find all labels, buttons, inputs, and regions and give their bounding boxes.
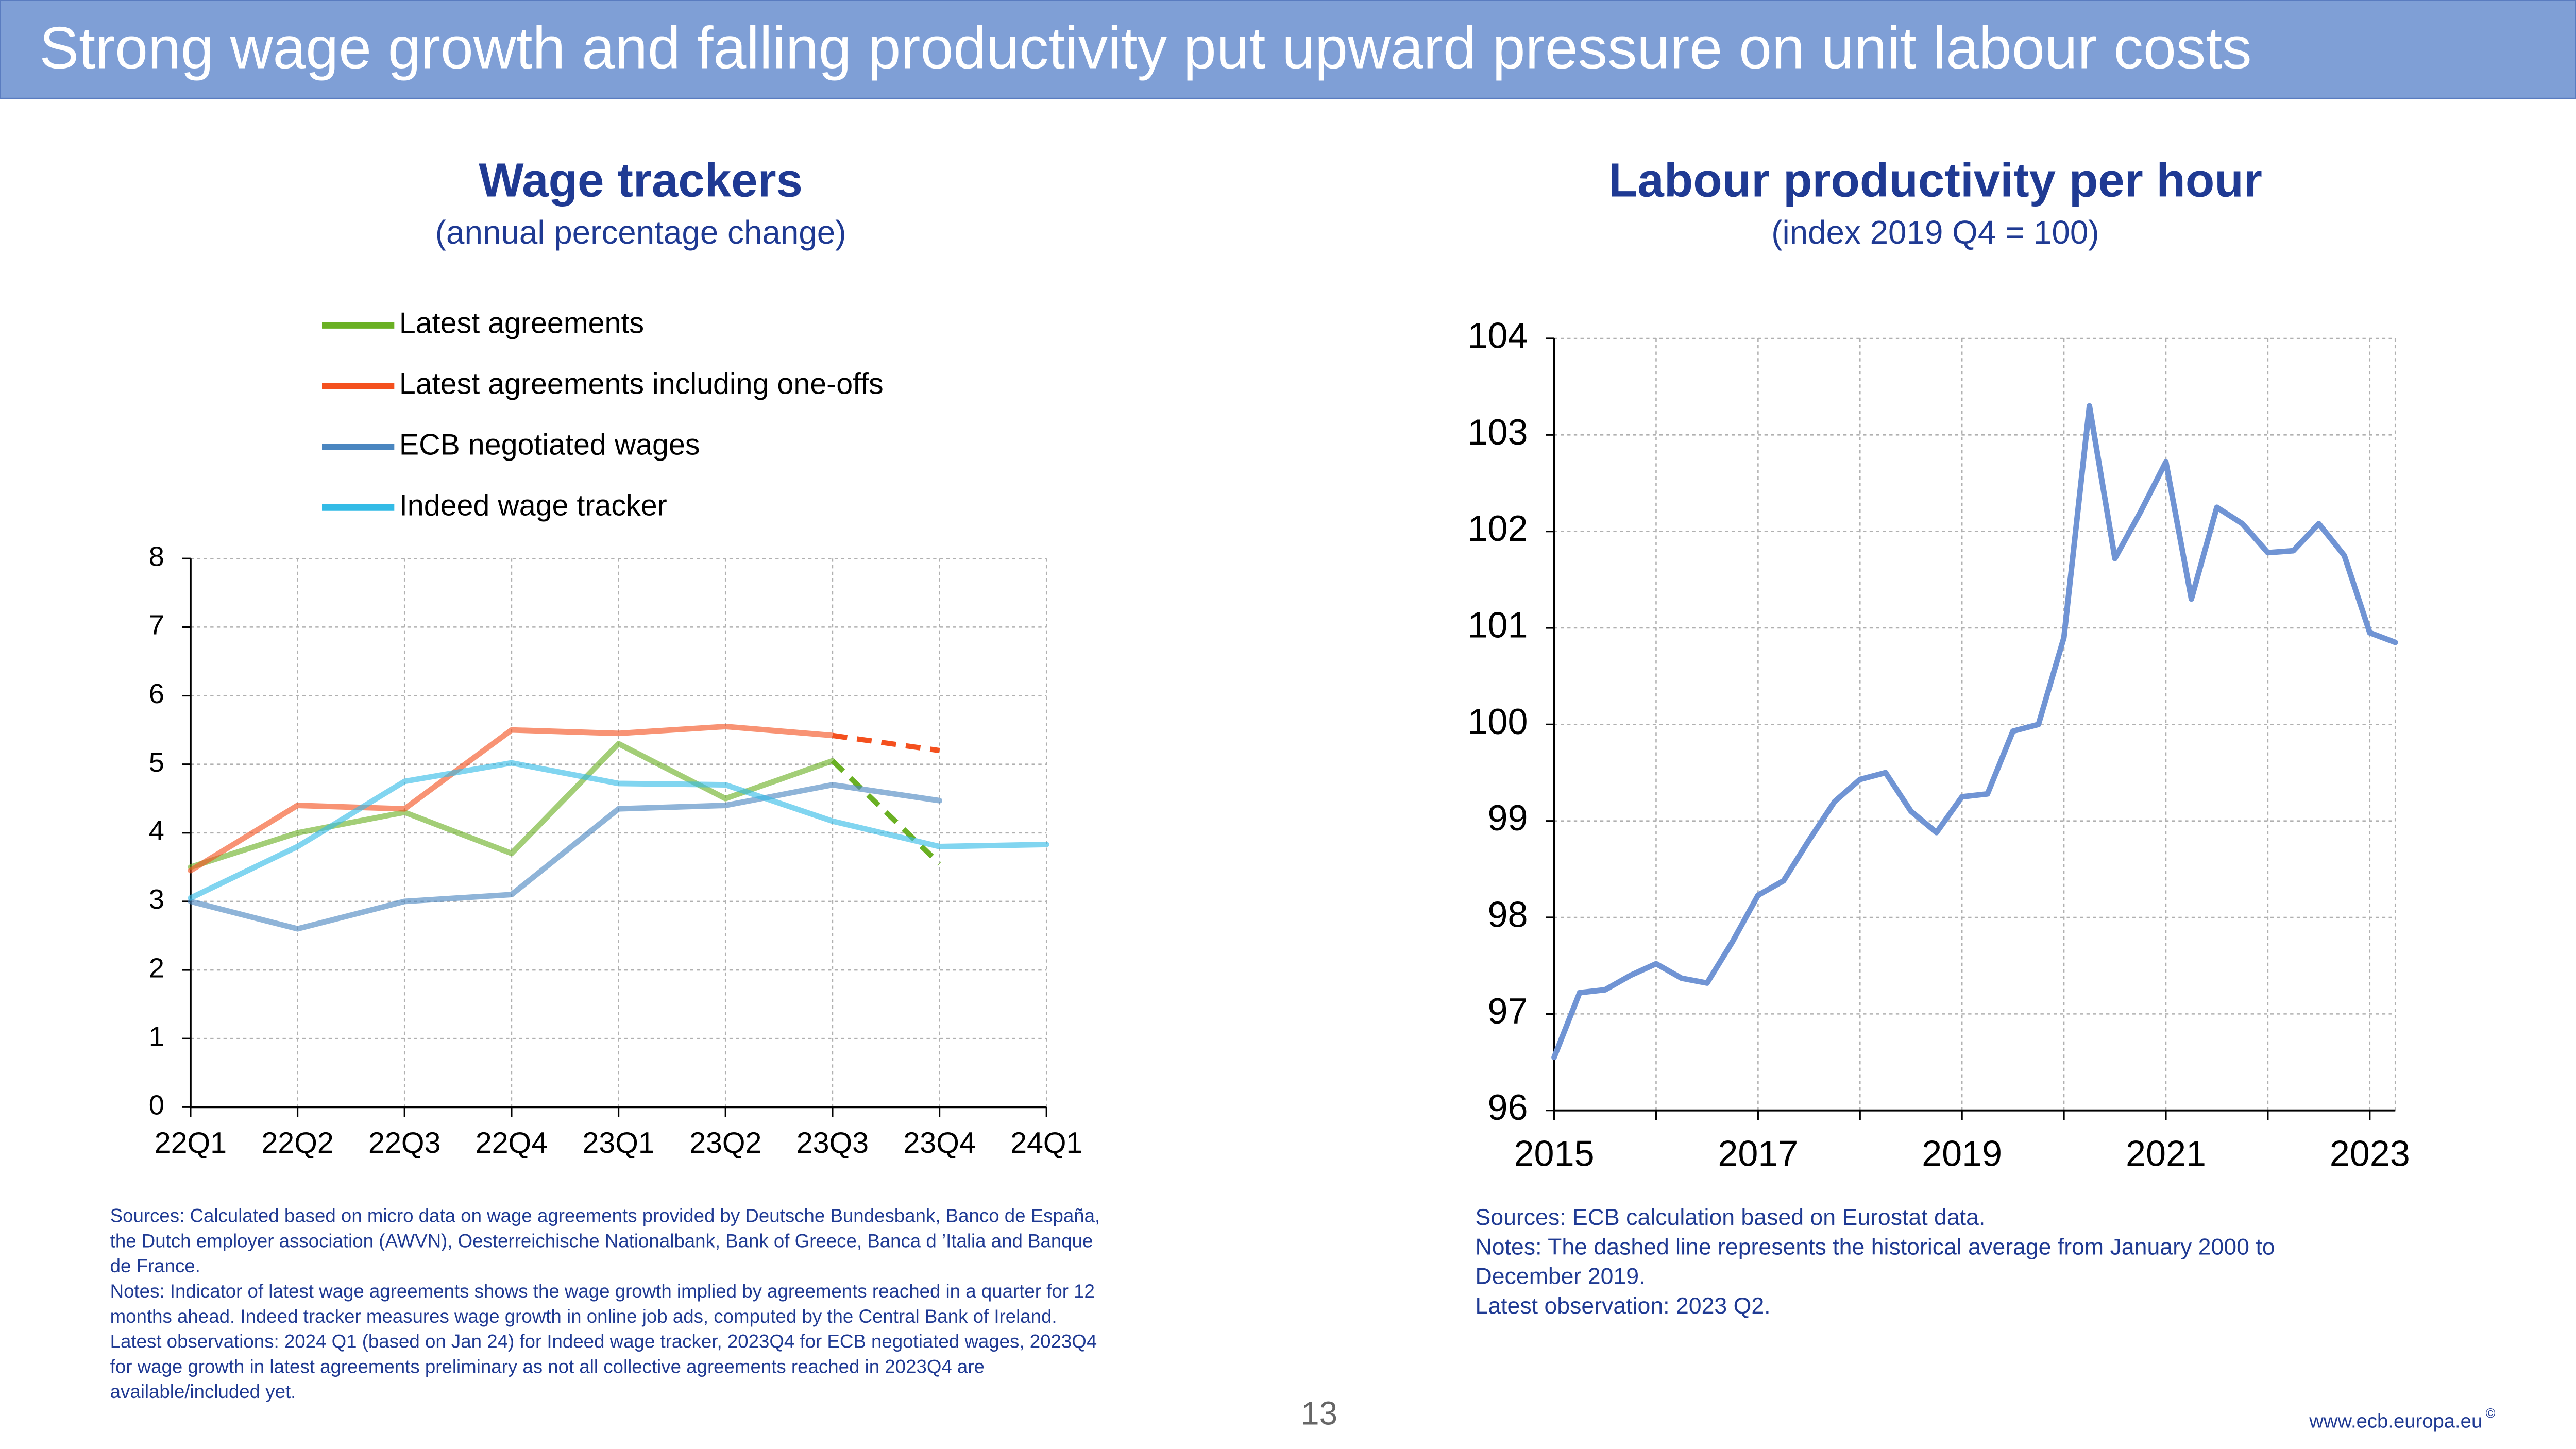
x-tick-label: 2021 (2126, 1133, 2206, 1174)
y-tick-label: 99 (1488, 797, 1528, 838)
x-tick-label: 2017 (1718, 1133, 1798, 1174)
x-tick-label: 2023 (2330, 1133, 2410, 1174)
x-tick-label: 2015 (1514, 1133, 1595, 1174)
page-number: 13 (1301, 1395, 1337, 1432)
chart-title: Labour productivity per hour (1608, 154, 2262, 207)
x-tick-label: 22Q2 (261, 1127, 333, 1160)
x-tick-label: 23Q4 (903, 1127, 975, 1160)
chart-title: Wage trackers (479, 154, 803, 207)
y-tick-label: 100 (1468, 701, 1528, 742)
chart-note: Sources: Calculated based on micro data … (110, 1205, 1100, 1226)
y-tick-label: 101 (1468, 605, 1528, 645)
y-tick-label: 96 (1488, 1087, 1528, 1128)
chart-note: available/included yet. (110, 1381, 296, 1402)
chart-note: for wage growth in latest agreements pre… (110, 1356, 985, 1377)
chart-note: Latest observation: 2023 Q2. (1476, 1293, 1771, 1319)
x-tick-label: 23Q2 (689, 1127, 761, 1160)
chart-note: Notes: Indicator of latest wage agreemen… (110, 1281, 1095, 1302)
y-tick-label: 4 (149, 815, 164, 846)
y-tick-label: 7 (149, 610, 164, 641)
legend-label: Latest agreements (399, 307, 644, 340)
y-tick-label: 97 (1488, 991, 1528, 1031)
series-line (188, 782, 943, 932)
chart-note: December 2019. (1476, 1264, 1646, 1289)
x-tick-label: 22Q3 (368, 1127, 440, 1160)
y-tick-label: 3 (149, 884, 164, 915)
legend-label: Latest agreements including one-offs (399, 368, 884, 401)
chart-note: Latest observations: 2024 Q1 (based on J… (110, 1331, 1097, 1352)
y-tick-label: 8 (149, 541, 164, 572)
chart-subtitle: (index 2019 Q4 = 100) (1771, 214, 2099, 251)
header-bar (0, 0, 2576, 100)
x-tick-label: 2019 (1922, 1133, 2002, 1174)
x-tick-label: 22Q1 (155, 1127, 227, 1160)
x-tick-label: 23Q3 (796, 1127, 869, 1160)
footer-url: www.ecb.europa.eu (2309, 1410, 2482, 1433)
x-tick-label: 22Q4 (476, 1127, 548, 1160)
series-line (188, 741, 836, 870)
series-line (188, 760, 1049, 901)
series-line-dashed (831, 759, 942, 866)
y-tick-label: 1 (149, 1021, 164, 1052)
series-line (188, 724, 836, 874)
y-tick-label: 2 (149, 952, 164, 983)
chart-note: Notes: The dashed line represents the hi… (1476, 1234, 2275, 1259)
chart-subtitle: (annual percentage change) (435, 214, 846, 251)
x-tick-label: 24Q1 (1010, 1127, 1082, 1160)
chart-note: months ahead. Indeed tracker measures wa… (110, 1306, 1057, 1327)
chart-note: de France. (110, 1255, 200, 1276)
y-tick-label: 104 (1468, 315, 1528, 356)
footer-mark: © (2486, 1406, 2496, 1421)
y-tick-label: 98 (1488, 894, 1528, 935)
legend-label: ECB negotiated wages (399, 429, 700, 462)
series-line-dashed (832, 732, 940, 754)
y-tick-label: 103 (1468, 412, 1528, 452)
chart-note: Sources: ECB calculation based on Eurost… (1476, 1205, 1986, 1230)
header-title: Strong wage growth and falling productiv… (40, 15, 2252, 81)
y-tick-label: 102 (1468, 508, 1528, 549)
series-line (1551, 403, 2398, 1061)
y-tick-label: 6 (149, 678, 164, 709)
x-tick-label: 23Q1 (582, 1127, 654, 1160)
y-tick-label: 0 (149, 1090, 164, 1121)
legend-label: Indeed wage tracker (399, 489, 667, 522)
y-tick-label: 5 (149, 747, 164, 778)
chart-note: the Dutch employer association (AWVN), O… (110, 1230, 1093, 1251)
